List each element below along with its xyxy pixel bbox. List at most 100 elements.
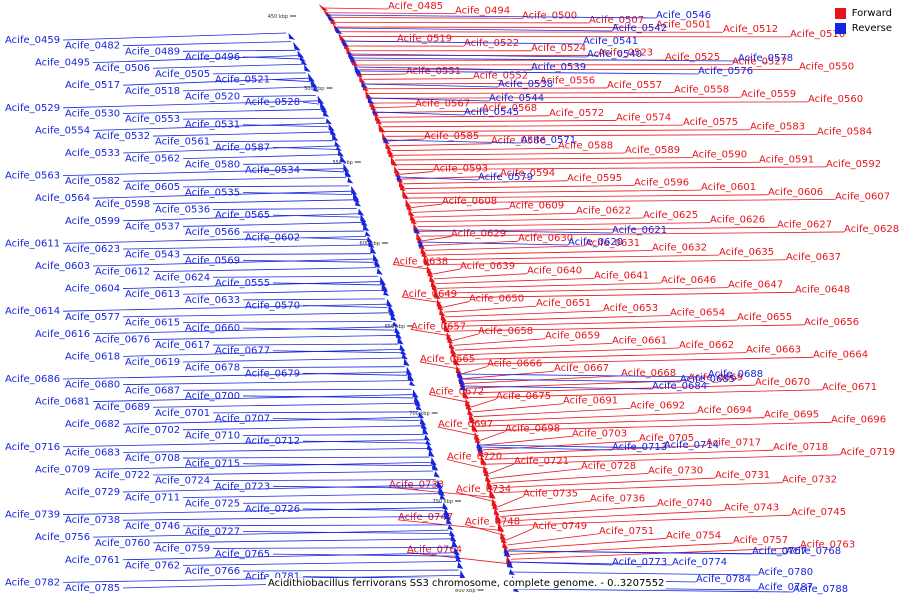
gene-feature xyxy=(460,383,467,391)
gene-label-reverse: Acife_0684 xyxy=(652,381,707,392)
gene-label-forward: Acife_0494 xyxy=(455,6,510,17)
gene-label-forward: Acife_0550 xyxy=(799,61,854,72)
gene-label-forward: Acife_0736 xyxy=(590,493,645,504)
gene-label-reverse: Acife_0612 xyxy=(95,267,150,278)
genome-caption: Acidithiobacillus ferrivorans SS3 chromo… xyxy=(266,578,667,589)
gene-label-forward: Acife_0519 xyxy=(397,34,452,45)
legend: Forward Reverse xyxy=(834,8,892,38)
gene-feature xyxy=(462,393,469,400)
gene-connector xyxy=(92,190,351,199)
gene-feature xyxy=(414,227,421,234)
gene-label-forward: Acife_0659 xyxy=(545,331,600,342)
gene-connector xyxy=(272,214,360,218)
gene-feature xyxy=(439,493,446,500)
gene-feature xyxy=(444,327,451,333)
gene-feature xyxy=(428,448,435,457)
gene-label-reverse: Acife_0582 xyxy=(65,176,120,187)
gene-feature xyxy=(448,341,455,350)
gene-connector xyxy=(481,435,573,446)
gene-label-forward: Acife_0661 xyxy=(612,335,667,346)
gene-label-reverse: Acife_0489 xyxy=(125,46,180,57)
gene-feature xyxy=(380,276,387,286)
gene-feature xyxy=(430,279,437,288)
gene-connector xyxy=(122,312,390,318)
gene-label-forward: Acife_0695 xyxy=(764,410,819,421)
gene-feature xyxy=(360,213,367,223)
gene-connector xyxy=(452,333,479,342)
gene-connector xyxy=(457,352,747,361)
gene-label-reverse: Acife_0615 xyxy=(125,317,180,328)
gene-feature xyxy=(400,349,407,356)
gene-connector xyxy=(242,162,342,165)
gene-label-forward: Acife_0637 xyxy=(786,252,841,263)
gene-connector xyxy=(212,275,379,278)
gene-label-reverse: Acife_0726 xyxy=(245,504,300,515)
gene-feature xyxy=(399,344,406,352)
gene-label-forward: Acife_0705 xyxy=(639,433,694,444)
gene-connector xyxy=(508,538,667,551)
gene-label-forward: Acife_0740 xyxy=(657,498,712,509)
gene-connector xyxy=(406,189,702,194)
gene-connector xyxy=(367,87,608,90)
gene-connector xyxy=(479,444,665,449)
gene-label-forward: Acife_0728 xyxy=(581,461,636,472)
gene-label-reverse: Acife_0538 xyxy=(498,79,553,90)
gene-label-reverse: Acife_0535 xyxy=(185,188,240,199)
gene-label-reverse: Acife_0714 xyxy=(664,440,719,451)
gene-label-reverse: Acife_0506 xyxy=(95,63,150,74)
gene-label-forward: Acife_0720 xyxy=(447,451,502,462)
gene-connector xyxy=(399,171,434,175)
gene-connector xyxy=(445,310,604,318)
gene-label-forward: Acife_0626 xyxy=(710,215,765,226)
gene-label-reverse: Acife_0517 xyxy=(65,80,120,91)
gene-feature xyxy=(385,141,392,150)
gene-connector xyxy=(507,550,787,555)
gene-feature xyxy=(465,398,472,408)
gene-label-reverse: Acife_0676 xyxy=(95,334,150,345)
gene-feature xyxy=(426,443,433,451)
gene-label-forward: Acife_0588 xyxy=(558,140,613,151)
gene-connector xyxy=(182,561,457,566)
gene-label-forward: Acife_0640 xyxy=(527,266,582,277)
gene-connector xyxy=(92,258,373,267)
gene-feature xyxy=(457,561,464,569)
gene-feature xyxy=(493,507,500,516)
gene-feature xyxy=(367,95,375,104)
gene-connector xyxy=(92,394,413,402)
gene-feature xyxy=(438,484,445,494)
gene-connector xyxy=(212,140,334,143)
gene-connector xyxy=(335,27,613,32)
gene-connector xyxy=(92,461,431,470)
gene-label-reverse: Acife_0546 xyxy=(656,10,711,21)
scale-tick-label: 800 kbp xyxy=(455,588,475,594)
gene-connector xyxy=(375,111,465,116)
gene-connector xyxy=(302,169,345,173)
gene-label-reverse: Acife_0701 xyxy=(155,408,210,419)
gene-connector xyxy=(470,398,497,408)
gene-feature xyxy=(449,530,456,537)
gene-connector xyxy=(488,463,515,475)
gene-connector xyxy=(497,496,524,508)
gene-connector xyxy=(272,282,381,286)
gene-label-reverse: Acife_0459 xyxy=(5,35,60,46)
gene-label-reverse: Acife_0563 xyxy=(5,171,60,182)
gene-connector xyxy=(242,395,414,399)
gene-feature xyxy=(343,163,350,172)
gene-feature xyxy=(454,552,461,560)
gene-label-reverse: Acife_0739 xyxy=(5,510,60,521)
gene-connector xyxy=(464,375,622,384)
gene-connector xyxy=(442,301,470,308)
gene-label-reverse: Acife_0553 xyxy=(125,114,180,125)
gene-label-reverse: Acife_0578 xyxy=(738,53,793,64)
gene-label-reverse: Acife_0496 xyxy=(185,52,240,63)
gene-label-reverse: Acife_0677 xyxy=(215,346,270,357)
gene-label-forward: Acife_0583 xyxy=(750,122,805,133)
gene-label-reverse: Acife_0715 xyxy=(185,459,240,470)
gene-label-forward: Acife_0734 xyxy=(456,484,511,495)
gene-label-reverse: Acife_0759 xyxy=(155,543,210,554)
gene-label-forward: Acife_0622 xyxy=(576,205,631,216)
gene-connector xyxy=(152,538,451,544)
gene-connector xyxy=(122,484,437,493)
gene-connector xyxy=(242,230,365,233)
gene-connector xyxy=(152,63,303,69)
